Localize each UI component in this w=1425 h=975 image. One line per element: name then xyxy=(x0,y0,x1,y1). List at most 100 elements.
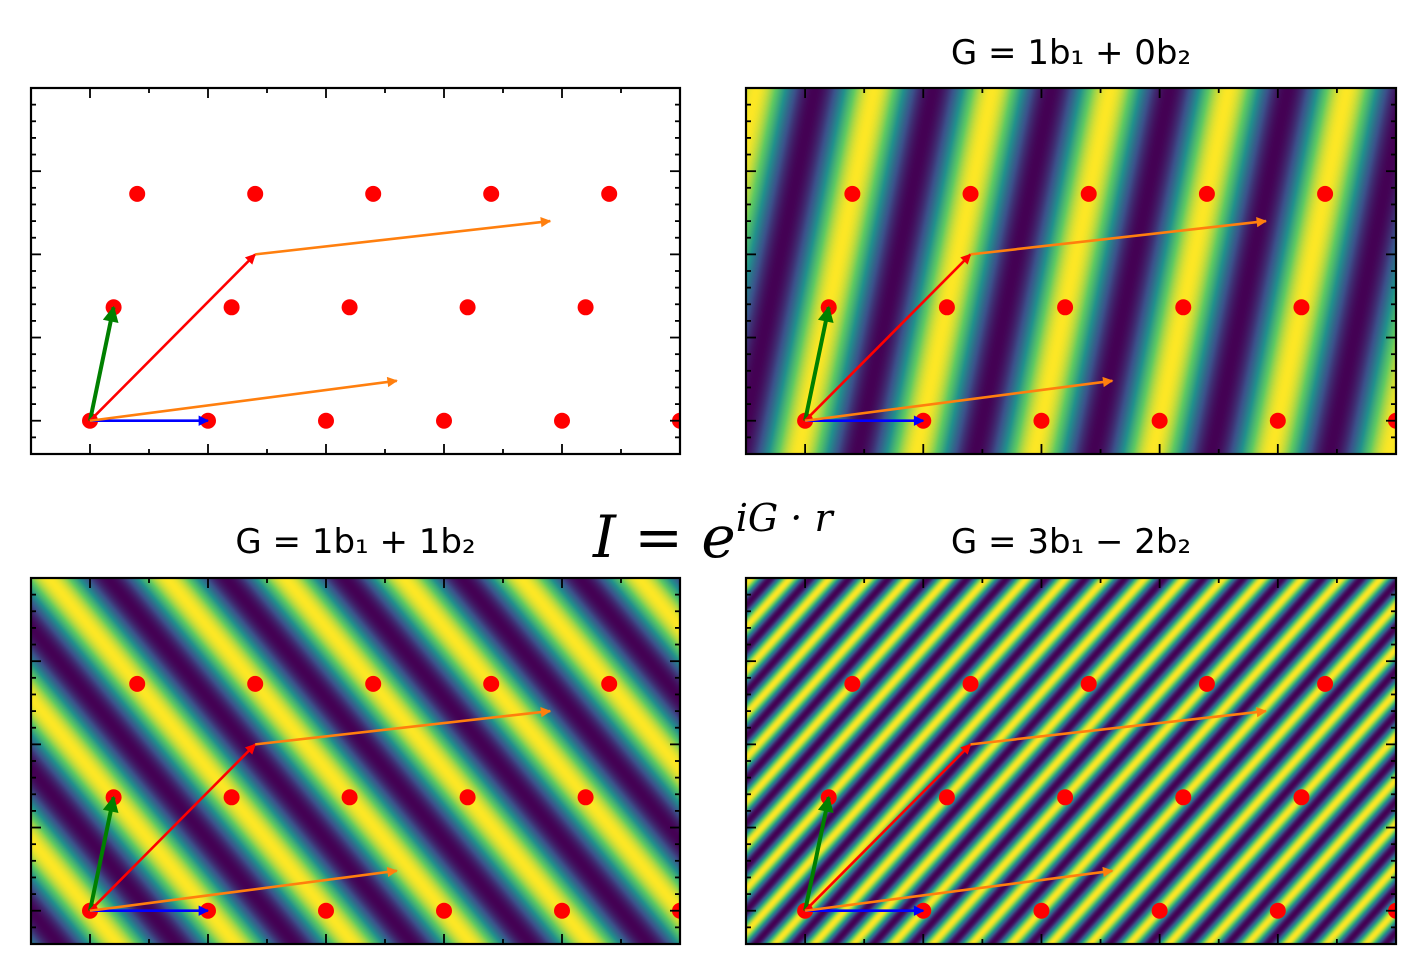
lattice-point xyxy=(436,412,452,429)
lattice-point xyxy=(341,299,358,316)
lattice-point xyxy=(1227,578,1234,579)
axis-ticks xyxy=(31,578,681,944)
heatmap-cos-G-dot-r xyxy=(31,578,680,944)
lattice-point xyxy=(436,902,452,919)
lattice-point xyxy=(276,578,282,579)
orange-arrow-lower xyxy=(804,866,1114,913)
lattice-point xyxy=(938,299,955,316)
lattice-point xyxy=(40,578,46,579)
lattice-point xyxy=(1033,412,1050,429)
figure-suptitle: I = eiG · r xyxy=(592,496,835,571)
lattice-point xyxy=(601,185,618,202)
lattice-point xyxy=(1269,412,1286,429)
orange-arrow-lower xyxy=(804,376,1114,423)
lattice-point xyxy=(40,88,46,89)
lattice-point xyxy=(1346,88,1352,89)
lattice-point xyxy=(554,902,570,919)
lattice-point xyxy=(1057,299,1074,316)
lattice-point xyxy=(1033,902,1050,919)
orange-arrow-upper xyxy=(970,216,1268,256)
lattice-point xyxy=(1175,789,1192,806)
heatmap-cos-G-dot-r xyxy=(746,578,1396,944)
lattice-point xyxy=(1198,185,1215,202)
lattice-point xyxy=(873,578,879,579)
lattice-point xyxy=(11,676,27,692)
lattice-point xyxy=(1080,185,1097,202)
lattice-point xyxy=(512,88,518,89)
lattice-point xyxy=(630,88,636,89)
lattice-point xyxy=(158,578,164,579)
red-arrow xyxy=(804,743,972,912)
lattice-point xyxy=(1346,578,1352,579)
lattice-point xyxy=(1198,675,1215,692)
a2-arrow xyxy=(803,305,834,422)
lattice-point xyxy=(1175,299,1192,316)
orange-arrow-upper xyxy=(255,706,552,746)
red-arrow xyxy=(89,743,257,912)
a2-arrow xyxy=(803,795,834,912)
heatmap-cos-G-dot-r xyxy=(746,88,1396,454)
a2-arrow xyxy=(88,305,119,422)
lattice-point xyxy=(755,88,761,89)
lattice-points xyxy=(726,88,1396,429)
panel-top-left xyxy=(11,86,682,456)
lattice-point xyxy=(394,578,400,579)
red-arrow xyxy=(804,253,972,422)
lattice-point xyxy=(873,88,879,89)
lattice-arrows xyxy=(88,216,552,426)
lattice-point xyxy=(11,186,27,202)
lattice-point xyxy=(394,88,400,89)
lattice-point xyxy=(459,299,476,316)
lattice-point xyxy=(755,578,761,579)
lattice-point xyxy=(1057,789,1074,806)
panel-title: G = 3b₁ − 2b₂ xyxy=(951,522,1191,562)
lattice-point xyxy=(483,675,500,692)
axis-ticks xyxy=(746,578,1397,944)
lattice-point xyxy=(726,186,742,202)
lattice-point xyxy=(554,412,570,429)
panel-bottom-left: G = 1b₁ + 1b₂ xyxy=(11,522,682,946)
lattice-point xyxy=(1151,902,1168,919)
lattice-point xyxy=(512,578,518,579)
lattice-point xyxy=(577,789,594,806)
lattice-point xyxy=(1293,299,1310,316)
lattice-point xyxy=(1151,412,1168,429)
axis-ticks xyxy=(746,88,1397,454)
lattice-arrows xyxy=(803,706,1268,916)
lattice-point xyxy=(991,88,997,89)
orange-arrow-lower xyxy=(89,866,398,913)
lattice-point xyxy=(318,412,334,429)
orange-arrow-lower xyxy=(89,376,398,423)
lattice-point xyxy=(962,185,979,202)
panel-title: G = 1b₁ + 1b₂ xyxy=(235,522,475,562)
lattice-point xyxy=(844,675,861,692)
axis-ticks xyxy=(31,88,681,454)
lattice-point xyxy=(223,789,240,806)
lattice-point xyxy=(247,675,264,692)
lattice-point xyxy=(483,185,500,202)
lattice-point xyxy=(726,676,742,692)
lattice-point xyxy=(129,675,146,692)
panel-top-right: G = 1b₁ + 0b₂ xyxy=(726,33,1398,456)
lattice-point xyxy=(341,789,358,806)
lattice-point xyxy=(365,675,382,692)
orange-arrow-upper xyxy=(255,216,552,256)
lattice-point xyxy=(1080,675,1097,692)
red-arrow xyxy=(89,253,257,422)
lattice-arrows xyxy=(88,706,552,916)
lattice-point xyxy=(223,299,240,316)
lattice-arrows xyxy=(803,216,1268,426)
lattice-point xyxy=(158,88,164,89)
lattice-point xyxy=(459,789,476,806)
lattice-point xyxy=(1317,185,1334,202)
lattice-point xyxy=(1227,88,1234,89)
lattice-point xyxy=(991,578,997,579)
panel-bottom-right: G = 3b₁ − 2b₂ xyxy=(726,522,1398,946)
lattice-point xyxy=(601,675,618,692)
lattice-point xyxy=(1293,789,1310,806)
lattice-point xyxy=(247,185,264,202)
lattice-point xyxy=(938,789,955,806)
lattice-point xyxy=(129,185,146,202)
lattice-point xyxy=(962,675,979,692)
